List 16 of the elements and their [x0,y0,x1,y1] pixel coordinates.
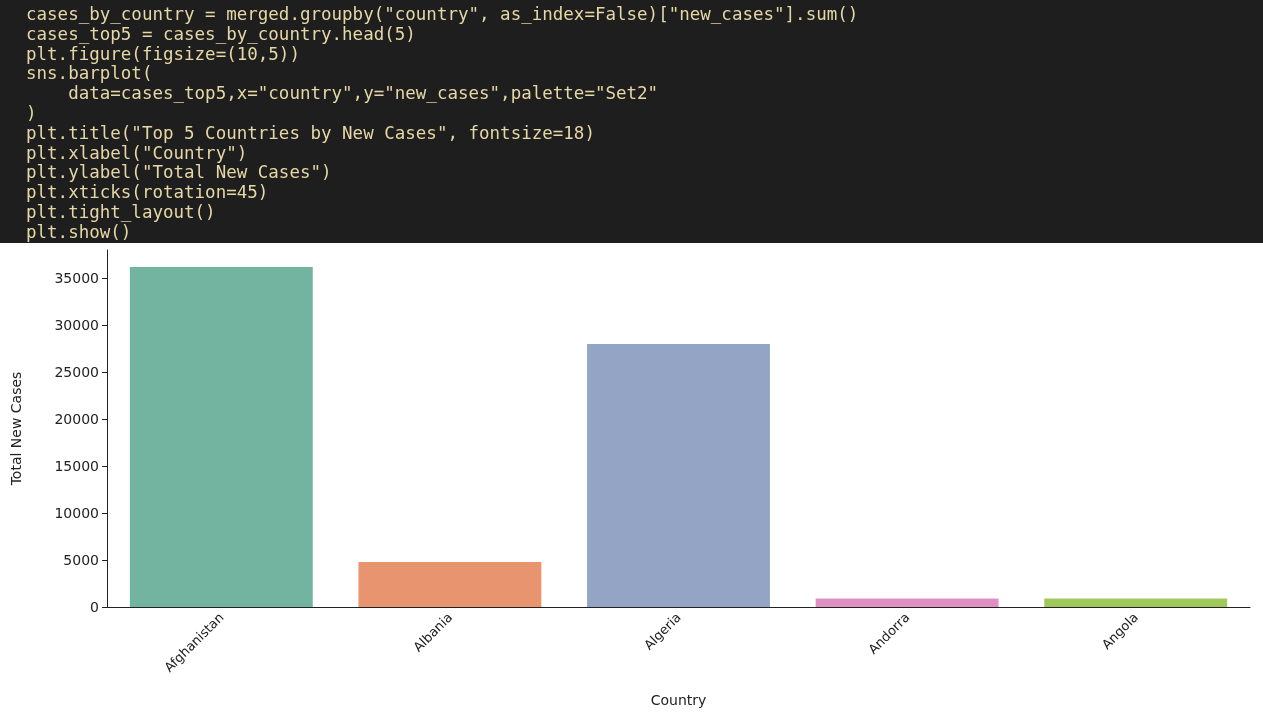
bar [358,561,542,607]
y-tick-label: 0 [90,599,99,615]
bar [587,343,770,607]
y-tick-label: 5000 [63,552,99,569]
y-axis-title: Total New Cases [8,371,24,487]
bar [129,266,313,607]
y-tick-label: 35000 [54,270,99,287]
y-tick-label: 20000 [54,411,99,428]
bar [815,598,999,607]
x-axis-title: Country [650,692,707,708]
y-tick-label: 25000 [54,364,99,381]
y-tick-label: 10000 [54,505,99,522]
y-tick-label: 30000 [54,317,99,334]
code-panel: cases_by_country = merged.groupby("country", as_index=False)["new_cases"].sum() cases_top5 = cases_by_country.head(5) plt.figure(figsize=(10,5)) sns.barplot( data=cases_top5,x="country",y="new_cases",palette="Set2" ) plt.title("Top 5 Countries by New Cases", fontsize=18) plt.xlabel("Country") plt.ylabel("Total New Cases") plt.xticks(rotation=45) plt.tight_layout() plt.show() [0,0,1263,243]
bar [1044,598,1228,607]
y-tick-label: 15000 [54,458,99,475]
